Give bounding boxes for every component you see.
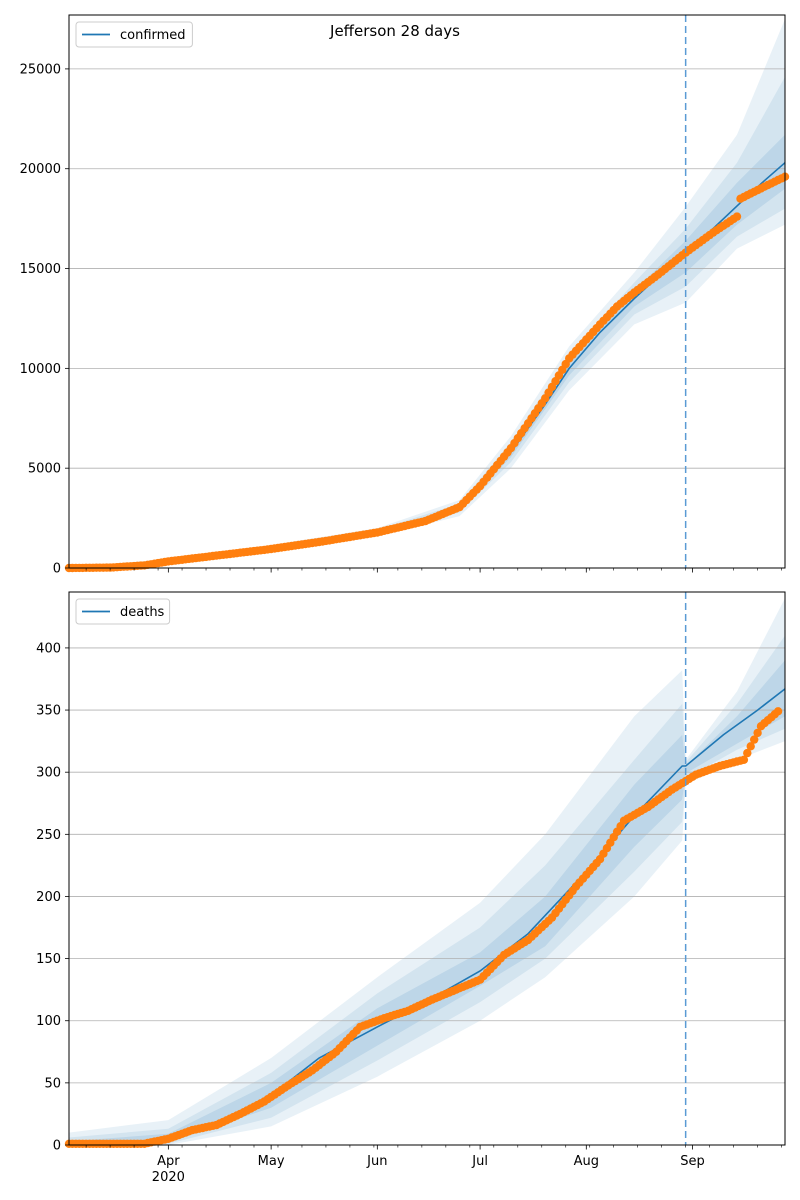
observed-point <box>746 742 755 751</box>
y-tick-label: 20000 <box>20 162 61 177</box>
confirmed-legend-label: confirmed <box>120 28 186 43</box>
y-tick-label: 25000 <box>20 62 61 77</box>
observed-point <box>739 755 749 764</box>
deaths-y-axis: 0 50 100 150 200 250 300 350 400 <box>36 641 69 1154</box>
confirmed-axes-frame <box>68 14 786 569</box>
x-tick-label: 2020 <box>152 1170 185 1185</box>
observed-point <box>732 212 742 221</box>
deaths-series <box>64 688 786 1149</box>
uncertainty-band-1 <box>69 19 785 568</box>
deaths-legend-box <box>75 598 171 625</box>
uncertainty-band-1 <box>69 598 785 1145</box>
deaths-legend-label: deaths <box>120 605 165 620</box>
confirmed-series <box>64 162 790 573</box>
confirmed-legend: confirmed <box>75 21 193 48</box>
y-tick-label: 0 <box>53 562 61 577</box>
deaths-legend: deaths <box>75 598 171 625</box>
y-tick-label: 350 <box>36 704 61 719</box>
y-tick-label: 0 <box>53 1139 61 1154</box>
x-tick-label: Jun <box>366 1154 387 1169</box>
observed-point <box>743 748 752 758</box>
y-tick-label: 10000 <box>20 362 61 377</box>
x-tick-label: Apr <box>157 1154 180 1169</box>
y-tick-label: 400 <box>36 641 61 656</box>
observed-point <box>750 735 759 744</box>
y-tick-label: 250 <box>36 828 61 843</box>
confirmed-uncertainty-bands <box>69 19 785 569</box>
deaths-axes-frame <box>68 591 786 1146</box>
y-tick-label: 200 <box>36 890 61 905</box>
deaths-uncertainty-bands <box>69 598 785 1145</box>
deaths-gridlines <box>69 647 785 1146</box>
y-tick-label: 15000 <box>20 262 61 277</box>
x-tick-label: Jul <box>471 1154 488 1169</box>
y-tick-label: 150 <box>36 952 61 967</box>
observed-point <box>773 707 783 716</box>
y-tick-label: 100 <box>36 1014 61 1029</box>
confirmed-legend-box <box>75 21 193 48</box>
y-tick-label: 300 <box>36 766 61 781</box>
confirmed-x-axis <box>85 568 782 573</box>
x-tick-label: Aug <box>574 1154 599 1169</box>
observed-point <box>753 728 762 738</box>
x-tick-label: May <box>258 1154 285 1169</box>
y-tick-label: 5000 <box>28 462 61 477</box>
confirmed-y-axis: 0 5000 10000 15000 20000 25000 <box>20 62 69 577</box>
y-tick-label: 50 <box>44 1076 61 1091</box>
x-tick-label: Sep <box>680 1154 705 1169</box>
confirmed-chart-title: Jefferson 28 days <box>329 22 460 40</box>
confirmed-panel: 0 5000 10000 15000 20000 25000 Jefferson 28 d… <box>20 14 790 577</box>
